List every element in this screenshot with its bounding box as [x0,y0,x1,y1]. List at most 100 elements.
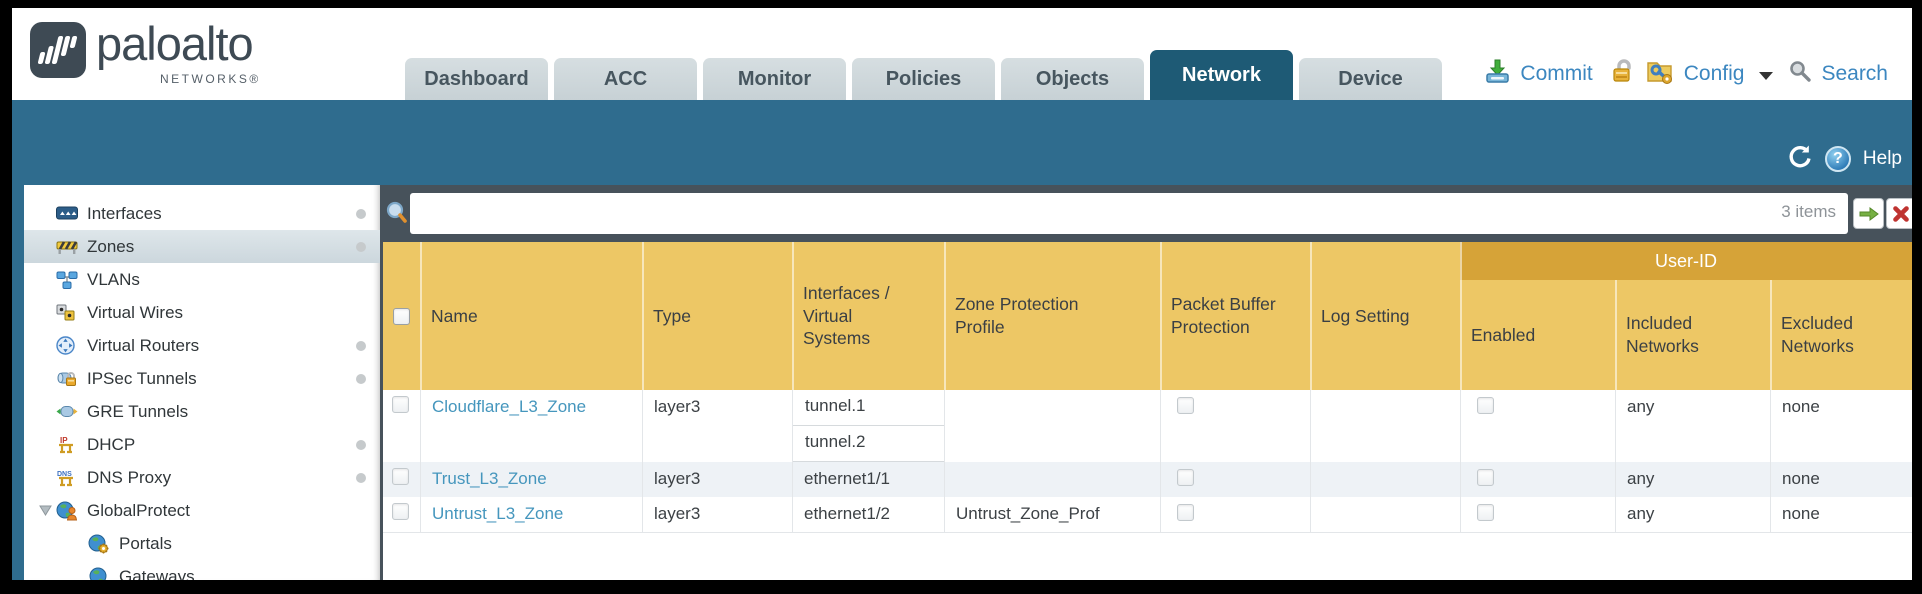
packet-buffer-checkbox[interactable] [1177,469,1194,486]
zone-name-link[interactable]: Trust_L3_Zone [432,469,547,488]
status-dot [356,341,366,351]
sidebar-item-label: Virtual Routers [87,335,200,355]
sidebar-item-vlans[interactable]: VLANs [24,263,380,296]
user-id-group-header: User-ID [1460,242,1912,280]
help-label[interactable]: Help [1862,147,1902,169]
config-button[interactable]: Config [1683,62,1745,85]
refresh-icon[interactable] [1786,142,1813,175]
row-checkbox[interactable] [392,468,409,485]
user-id-enabled-checkbox[interactable] [1477,504,1494,521]
dns-proxy-icon: DNS [56,468,80,488]
col-header-enabled[interactable]: Enabled [1471,324,1536,345]
filter-input[interactable] [410,193,1848,234]
gre-tunnels-icon [56,402,80,422]
ipsec-tunnels-icon [56,369,80,389]
excluded-networks: none [1782,469,1820,488]
packet-buffer-checkbox[interactable] [1177,397,1194,414]
tab-acc[interactable]: ACC [554,58,697,100]
sidebar-item-gateways[interactable]: Gateways [24,560,380,580]
sidebar-item-gre-tunnels[interactable]: GRE Tunnels [24,395,380,428]
tab-device[interactable]: Device [1299,58,1442,100]
brand-sub: NETWORKS® [160,72,261,86]
content-left-gap [380,185,383,580]
item-count: 3 items [1781,202,1836,221]
sidebar-item-virtual-wires[interactable]: Virtual Wires [24,296,380,329]
sidebar-item-zones[interactable]: Zones [24,230,380,263]
sidebar-item-label: Interfaces [87,203,162,223]
sidebar-item-label: Portals [119,533,172,553]
tab-objects[interactable]: Objects [1001,58,1144,100]
interface-cell: ethernet1/1 [804,469,891,488]
sidebar-item-globalprotect[interactable]: GlobalProtect [24,494,380,527]
sidebar-item-dhcp[interactable]: IP DHCP [24,428,380,461]
table-row: Trust_L3_Zone layer3 ethernet1/1 any non… [383,462,1912,497]
portals-icon [88,534,112,554]
status-dot [356,209,366,219]
table-row: Cloudflare_L3_Zone layer3 tunnel.1 tunne… [383,390,1912,462]
top-actions: Commit Config [1483,54,1896,94]
status-dot [356,242,366,252]
config-caret-icon[interactable] [1759,72,1774,80]
row-checkbox[interactable] [392,396,409,413]
clear-filter-button[interactable] [1886,198,1912,229]
tab-monitor[interactable]: Monitor [703,58,846,100]
row-checkbox[interactable] [392,503,409,520]
filter-search-icon [384,200,410,233]
col-header-type[interactable]: Type [653,305,691,326]
col-header-excluded-networks[interactable]: Excluded Networks [1781,313,1854,356]
apply-filter-button[interactable] [1853,198,1884,229]
zone-name-link[interactable]: Cloudflare_L3_Zone [432,397,587,416]
sidebar-item-label: GRE Tunnels [87,401,189,421]
log-setting [1310,390,1460,397]
table-header: User-ID Name Type Interfaces / Virtual S… [383,242,1912,390]
search-button[interactable]: Search [1821,62,1888,85]
lock-icon [1610,57,1636,91]
col-header-name[interactable]: Name [431,305,478,326]
commit-button[interactable]: Commit [1520,62,1593,85]
sidebar-item-label: DHCP [87,434,136,454]
virtual-routers-icon [56,336,80,356]
paloalto-logo-icon [30,22,86,78]
svg-text:DNS: DNS [57,471,72,478]
tab-network[interactable]: Network [1150,50,1293,100]
tab-dashboard[interactable]: Dashboard [405,58,548,100]
main-nav-tabs: Dashboard ACC Monitor Policies Objects N… [405,50,1442,100]
col-header-packet-buffer[interactable]: Packet Buffer Protection [1171,294,1276,337]
teal-band: ? Help [12,100,1912,185]
zone-protection-profile [944,390,1160,397]
status-dot [356,440,366,450]
sidebar-item-virtual-routers[interactable]: Virtual Routers [24,329,380,362]
user-id-enabled-checkbox[interactable] [1477,397,1494,414]
sidebar-item-interfaces[interactable]: Interfaces [24,197,380,230]
sidebar-item-dns-proxy[interactable]: DNS DNS Proxy [24,461,380,494]
col-header-log-setting[interactable]: Log Setting [1321,305,1410,326]
col-header-included-networks[interactable]: Included Networks [1626,313,1699,356]
expander-icon[interactable] [34,505,56,516]
zone-type: layer3 [654,504,701,523]
sidebar: Interfaces Zones [24,185,380,580]
zone-name-link[interactable]: Untrust_L3_Zone [432,504,564,523]
sidebar-item-label: IPSec Tunnels [87,368,197,388]
select-all-checkbox[interactable] [393,307,410,325]
config-icon [1645,57,1675,91]
interfaces-icon [56,204,80,224]
col-header-zone-protection[interactable]: Zone Protection Profile [955,294,1079,337]
vlans-icon [56,270,80,290]
included-networks: any [1627,469,1655,488]
sidebar-item-label: Zones [87,236,135,256]
help-icon[interactable]: ? [1824,145,1851,172]
excluded-networks: none [1782,504,1820,523]
zones-icon [56,237,80,257]
col-header-interfaces[interactable]: Interfaces / Virtual Systems [803,282,890,349]
sidebar-item-ipsec-tunnels[interactable]: IPSec Tunnels [24,362,380,395]
excluded-networks: none [1782,397,1820,416]
user-id-enabled-checkbox[interactable] [1477,469,1494,486]
interface-cell: tunnel.1 [792,390,945,426]
sidebar-item-portals[interactable]: Portals [24,527,380,560]
packet-buffer-checkbox[interactable] [1177,504,1194,521]
table-row: Untrust_L3_Zone layer3 ethernet1/2 Untru… [383,497,1912,532]
tab-policies[interactable]: Policies [852,58,995,100]
gateways-icon [88,567,112,580]
sidebar-item-label: Gateways [119,566,195,581]
filter-bar: 3 items [380,185,1912,242]
